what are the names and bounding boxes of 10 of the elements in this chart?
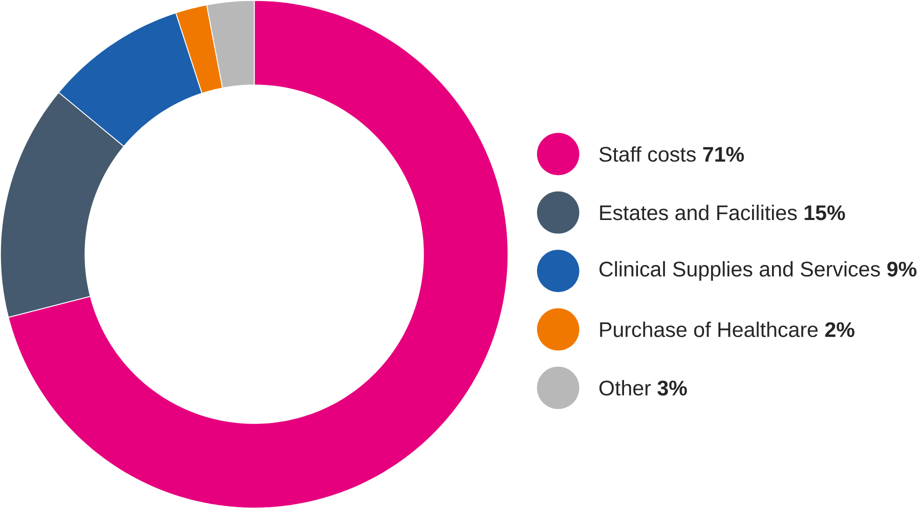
data-label: 15% xyxy=(804,205,845,220)
data-label: 71% xyxy=(703,146,744,162)
data-label: 9% xyxy=(887,261,916,276)
legend-label: Estates and Facilities xyxy=(600,204,797,220)
legend-label: Other xyxy=(599,380,651,396)
data-label: 3% xyxy=(657,380,687,396)
legend-label: Clinical Supplies and Services xyxy=(600,260,880,281)
legend-label: Purchase of Healthcare xyxy=(600,321,818,337)
data-label: 2% xyxy=(825,322,854,337)
legend-label: Staff costs xyxy=(599,146,696,162)
